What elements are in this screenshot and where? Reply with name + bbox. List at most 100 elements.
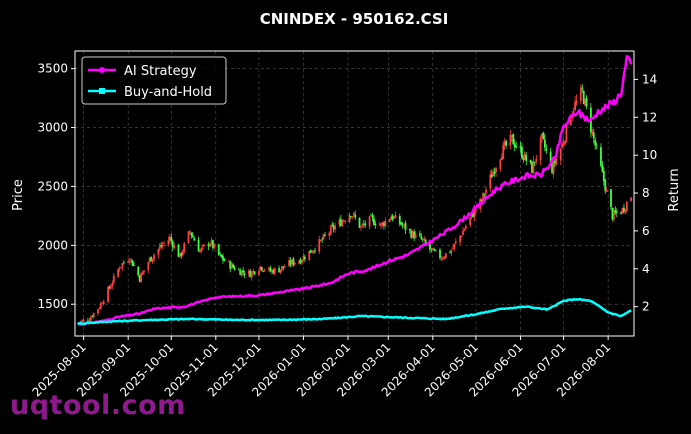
candle-body — [243, 273, 246, 275]
candle-body — [308, 251, 311, 261]
candle-body — [594, 139, 597, 146]
candle-body — [410, 231, 413, 238]
y-tick-label: 2000 — [37, 238, 68, 252]
candle-body — [89, 317, 92, 321]
y2-tick-label: 14 — [642, 72, 657, 86]
candle-body — [209, 243, 211, 247]
candle-body — [625, 201, 628, 212]
candle-body — [533, 161, 536, 163]
candle-body — [319, 240, 322, 241]
candle-body — [362, 223, 365, 225]
candle-body — [133, 264, 135, 266]
candle-body — [539, 137, 542, 161]
candle-body — [499, 159, 502, 170]
legend: AI Strategy Buy-and-Hold — [81, 56, 227, 105]
candle-body — [420, 236, 423, 239]
y2-tick-label: 8 — [642, 186, 650, 200]
candle-body — [128, 260, 131, 263]
candle-body — [173, 244, 176, 249]
candle-body — [585, 98, 588, 107]
candle-body — [262, 270, 265, 272]
candle-body — [193, 238, 196, 241]
candle-body — [239, 269, 242, 275]
candle-body — [591, 131, 594, 135]
candle-body — [229, 261, 232, 269]
candle-body — [312, 250, 315, 253]
candle-body — [612, 210, 615, 220]
candle-body — [439, 249, 441, 258]
candle-body — [453, 243, 456, 248]
candle-body — [240, 270, 243, 276]
candle-body — [452, 247, 454, 250]
candle-body — [559, 148, 562, 161]
candle-body — [108, 286, 111, 289]
legend-ai-marker — [99, 67, 105, 73]
candle-body — [513, 143, 516, 148]
candle-body — [151, 258, 154, 262]
buy-and-hold-line — [77, 297, 632, 326]
y2-tick-label: 2 — [642, 300, 650, 314]
candle-body — [544, 139, 546, 148]
candle-body — [207, 244, 210, 247]
candle-body — [482, 192, 485, 201]
y-axis-left: 1500 2000 2500 3000 3500 — [37, 62, 75, 311]
candle-body — [615, 211, 618, 213]
candle-body — [137, 266, 140, 276]
candle-body — [233, 267, 236, 270]
candle-body — [322, 234, 325, 240]
candle-body — [314, 250, 316, 252]
candle-body — [253, 271, 256, 275]
candle-body — [289, 260, 292, 265]
candle-body — [302, 256, 305, 261]
candle-body — [260, 267, 263, 271]
candle-body — [301, 260, 303, 263]
return-lines — [77, 55, 633, 326]
candle-body — [519, 146, 522, 148]
candle-body — [91, 316, 94, 318]
candle-body — [141, 271, 144, 275]
candle-body — [500, 156, 503, 161]
candle-body — [338, 219, 341, 226]
candle-body — [92, 313, 95, 318]
candle-body — [390, 216, 393, 220]
candle-body — [388, 219, 391, 222]
y2-tick-label: 10 — [642, 148, 657, 162]
candle-body — [443, 257, 446, 259]
y-tick-label: 3000 — [37, 121, 68, 135]
candle-body — [381, 222, 384, 225]
candle-body — [505, 140, 508, 146]
y-axis-right: 2 4 6 8 10 12 14 — [634, 72, 657, 314]
candle-body — [403, 224, 405, 225]
candle-body — [623, 207, 625, 212]
candle-body — [291, 259, 293, 265]
candle-body — [120, 266, 122, 268]
candle-body — [495, 168, 497, 172]
legend-box — [81, 56, 227, 105]
candle-body — [351, 216, 354, 217]
candle-body — [391, 215, 394, 220]
candle-body — [444, 253, 447, 259]
y2-tick-label: 6 — [642, 224, 650, 238]
candle-body — [252, 270, 255, 273]
y-axis-label: Price — [11, 179, 26, 211]
candle-body — [584, 98, 587, 106]
candle-body — [480, 199, 483, 201]
candle-body — [189, 231, 191, 233]
candle-body — [483, 194, 486, 196]
candle-body — [600, 147, 602, 166]
candle-body — [247, 270, 250, 275]
candle-body — [525, 154, 528, 161]
candle-body — [569, 119, 572, 126]
candle-body — [334, 225, 337, 230]
candle-body — [273, 268, 276, 274]
candle-body — [227, 261, 230, 262]
candle-body — [463, 229, 466, 231]
candle-body — [163, 243, 165, 245]
candle-body — [270, 270, 273, 272]
candle-body — [339, 219, 342, 227]
candle-body — [171, 241, 174, 248]
y-tick-label: 3500 — [37, 62, 68, 76]
candle-body — [602, 170, 605, 182]
candle-body — [217, 244, 220, 255]
candle-body — [309, 249, 312, 253]
